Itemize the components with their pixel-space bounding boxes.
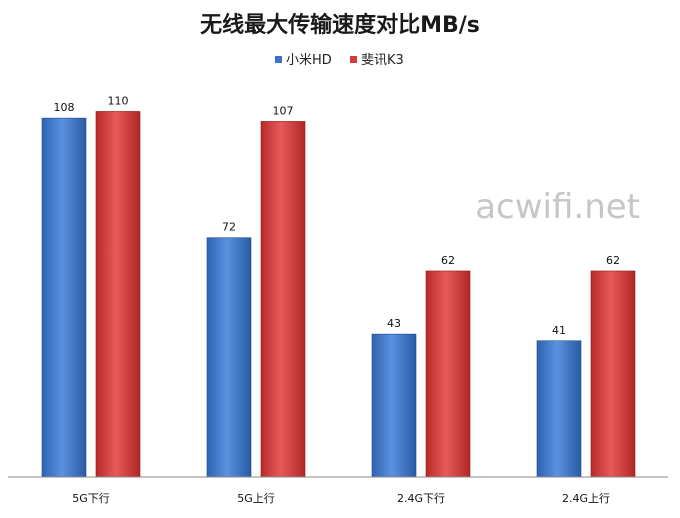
legend-label: 小米HD (286, 53, 332, 68)
bars-group (41, 111, 636, 478)
data-label: 108 (54, 101, 75, 114)
bar-series1-2 (371, 333, 417, 478)
data-label: 110 (108, 94, 129, 107)
data-label: 43 (387, 317, 401, 330)
x-tick-label: 2.4G下行 (397, 492, 445, 505)
data-label: 107 (273, 104, 294, 117)
legend-swatch (350, 56, 357, 63)
x-tick-label: 5G上行 (237, 492, 275, 505)
bar-series1-0 (41, 117, 87, 478)
bar-series2-2 (425, 270, 471, 478)
data-label: 41 (552, 324, 566, 337)
bar-series2-0 (95, 111, 141, 478)
bar-series1-1 (206, 237, 252, 478)
chart-title: 无线最大传输速度对比MB/s (200, 12, 480, 38)
legend: 小米HD 斐讯K3 (275, 53, 404, 68)
data-labels-group: 108 110 72 107 43 62 41 62 (54, 94, 621, 336)
bar-series2-1 (260, 121, 306, 478)
data-label: 62 (606, 254, 620, 267)
bar-series1-3 (536, 340, 582, 478)
legend-label: 斐讯K3 (361, 53, 404, 68)
x-tick-label: 2.4G上行 (562, 492, 610, 505)
x-tick-label: 5G下行 (72, 492, 110, 505)
legend-swatch (275, 56, 282, 63)
data-label: 72 (222, 221, 236, 234)
bar-series2-3 (590, 270, 636, 478)
x-tick-labels-group: 5G下行 5G上行 2.4G下行 2.4G上行 (72, 492, 610, 505)
data-label: 62 (441, 254, 455, 267)
watermark: acwifi.net (475, 187, 640, 227)
